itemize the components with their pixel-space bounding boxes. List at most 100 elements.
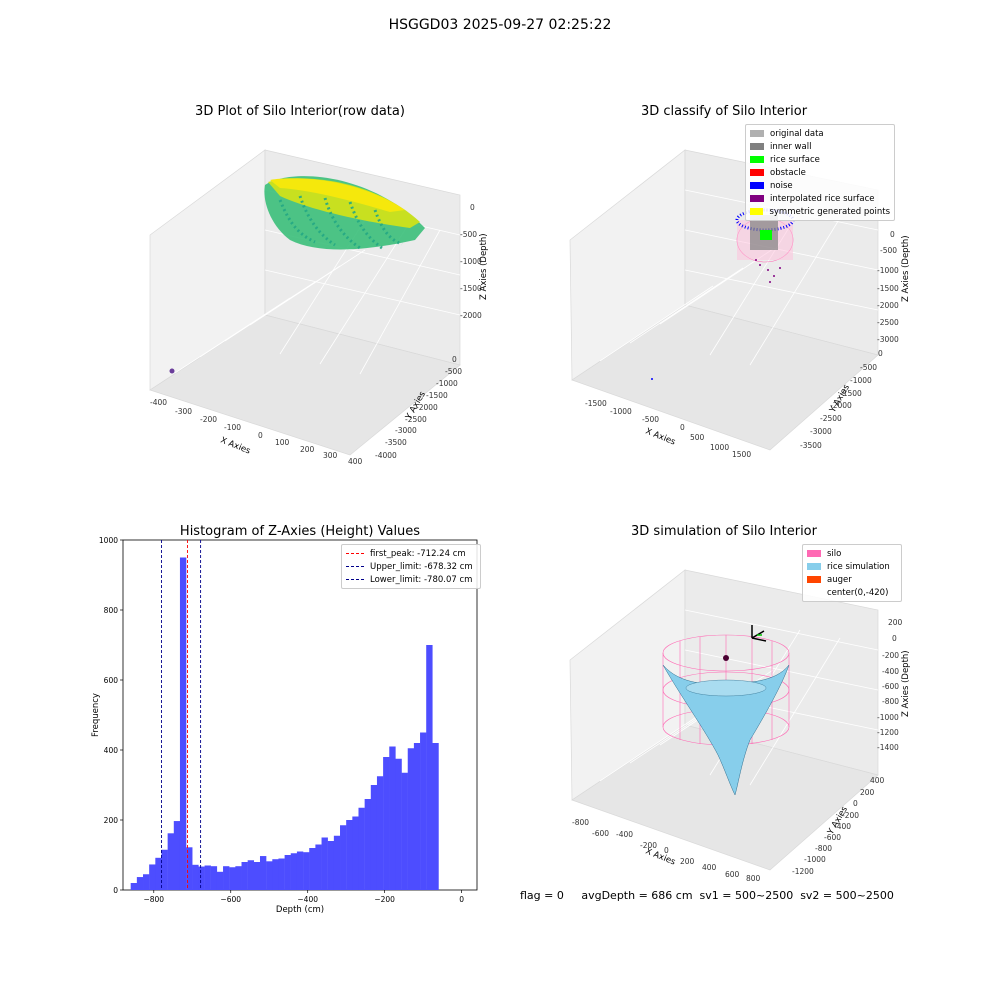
legend-label: silo [827,548,842,559]
histogram-bar [173,821,181,890]
raw-x-tick-6: 200 [300,445,315,454]
legend-label: rice simulation [827,561,890,572]
raw-y-tick-5: -2500 [405,415,427,424]
histogram-bar [284,855,291,890]
histogram-x-tick: −200 [374,895,395,904]
classify-y-tick-2: -1000 [850,376,872,385]
simulation-y-tick-1: 200 [860,788,875,797]
histogram-bar [186,847,193,890]
classify-y-tick-7: -3500 [800,441,822,450]
histogram-bar [376,776,384,890]
simulation-z-axis-label: Z Axies (Depth) [901,650,911,717]
histogram-bar [383,757,390,890]
raw-plot-title: 3D Plot of Silo Interior(row data) [195,104,405,119]
histogram-x-tick: 0 [459,895,464,904]
classify-y-tick-6: -3000 [810,427,832,436]
raw-x-tick-3: -100 [224,423,241,432]
legend-swatch [750,156,764,163]
legend-label: interpolated rice surface [770,193,875,204]
legend-inner-wall: inner wall [750,140,890,153]
raw-outlier-point [169,368,175,374]
raw-point-cloud [264,176,425,250]
histogram-legend: first_peak: -712.24 cm Upper_limit: -678… [341,544,481,589]
histogram-bar [327,841,335,890]
simulation-z-tick-7: -1200 [877,728,899,737]
simulation-x-tick-3: -200 [640,841,657,850]
legend-swatch [750,208,764,215]
histogram-bar [346,820,353,890]
histogram-bar [130,883,138,890]
histogram-bar [229,867,236,890]
raw-y-tick-3: -1500 [426,391,448,400]
histogram-bar [290,853,298,890]
simulation-y-tick-2: 0 [853,799,858,808]
simulation-x-tick-5: 200 [680,857,695,866]
raw-x-tick-7: 300 [323,451,338,460]
raw-y-tick-2: -1000 [436,379,458,388]
classify-x-tick-1: -1000 [610,407,632,416]
simulation-z-tick-6: -1000 [877,713,899,722]
histogram-bar [426,645,433,890]
histogram-bar [315,844,322,890]
simulation-y-tick-8: -1200 [792,867,814,876]
histogram-bar [149,864,156,890]
histogram-bar [143,874,150,890]
histogram-bar [198,866,205,890]
legend-rice-simulation: rice simulation [807,560,897,573]
raw-x-tick-8: 400 [348,457,363,466]
status-footer: flag = 0 avgDepth = 686 cm sv1 = 500~250… [520,889,894,902]
legend-first-peak: first_peak: -712.24 cm [346,547,476,560]
histogram-bar [432,743,439,890]
simulation-z-tick-5: -800 [882,697,899,706]
histogram-bar [413,743,421,890]
simulation-x-tick-8: 800 [746,874,761,883]
classify-z-tick-1: -500 [880,246,897,255]
legend-label: first_peak: -712.24 cm [370,548,466,559]
classify-z-tick-4: -2000 [877,301,899,310]
legend-swatch [807,550,821,557]
legend-line [346,553,364,554]
simulation-y-tick-4: -400 [834,822,851,831]
legend-swatch [750,195,764,202]
classify-x-axis-label: X Axies [644,427,677,448]
simulation-x-tick-0: -800 [572,818,589,827]
simulation-z-tick-2: -200 [882,651,899,660]
histogram-title: Histogram of Z-Axies (Height) Values [179,524,421,539]
histogram-bar [216,871,224,890]
histogram-bar [389,746,396,890]
histogram-y-tick: 0 [113,886,118,895]
histogram-bar [167,833,174,890]
histogram-bar [370,785,378,890]
simulation-legend: silo rice simulation auger center(0,-420… [802,544,902,602]
legend-label: symmetric generated points [769,206,890,217]
classify-y-tick-0: 0 [878,349,883,358]
histogram-y-tick: 1000 [99,536,118,545]
classify-z-tick-6: -3000 [877,335,899,344]
simulation-z-tick-0: 200 [888,618,903,627]
classify-z-tick-2: -1000 [877,266,899,275]
legend-auger: auger [807,573,897,586]
histogram-chart: −800 −600 −400 −200 0 0 200 400 600 800 1000 Depth… [91,536,478,915]
raw-x-tick-0: -400 [150,398,167,407]
classify-y-tick-3: -1500 [840,389,862,398]
classify-x-tick-0: -1500 [585,399,607,408]
histogram-bar [358,807,365,890]
legend-label: rice surface [770,154,820,165]
legend-line [346,566,364,567]
legend-interpolated: interpolated rice surface [750,192,890,205]
legend-swatch [750,169,764,176]
histogram-bar [272,859,279,890]
histogram-bar [296,851,304,890]
legend-swatch [807,576,821,583]
classify-legend: original data inner wall rice surface ob… [745,124,895,221]
raw-z-tick-0: 0 [470,203,475,212]
raw-y-tick-1: -500 [445,367,462,376]
histogram-bar [241,862,248,890]
classify-z-tick-5: -2500 [877,318,899,327]
legend-swatch [750,182,764,189]
classify-plot-title: 3D classify of Silo Interior [640,104,808,119]
histogram-bar [340,825,347,890]
figure-title: HSGGD03 2025-09-27 02:25:22 [388,17,612,33]
legend-rice-surface: rice surface [750,153,890,166]
histogram-x-tick: −600 [220,895,241,904]
